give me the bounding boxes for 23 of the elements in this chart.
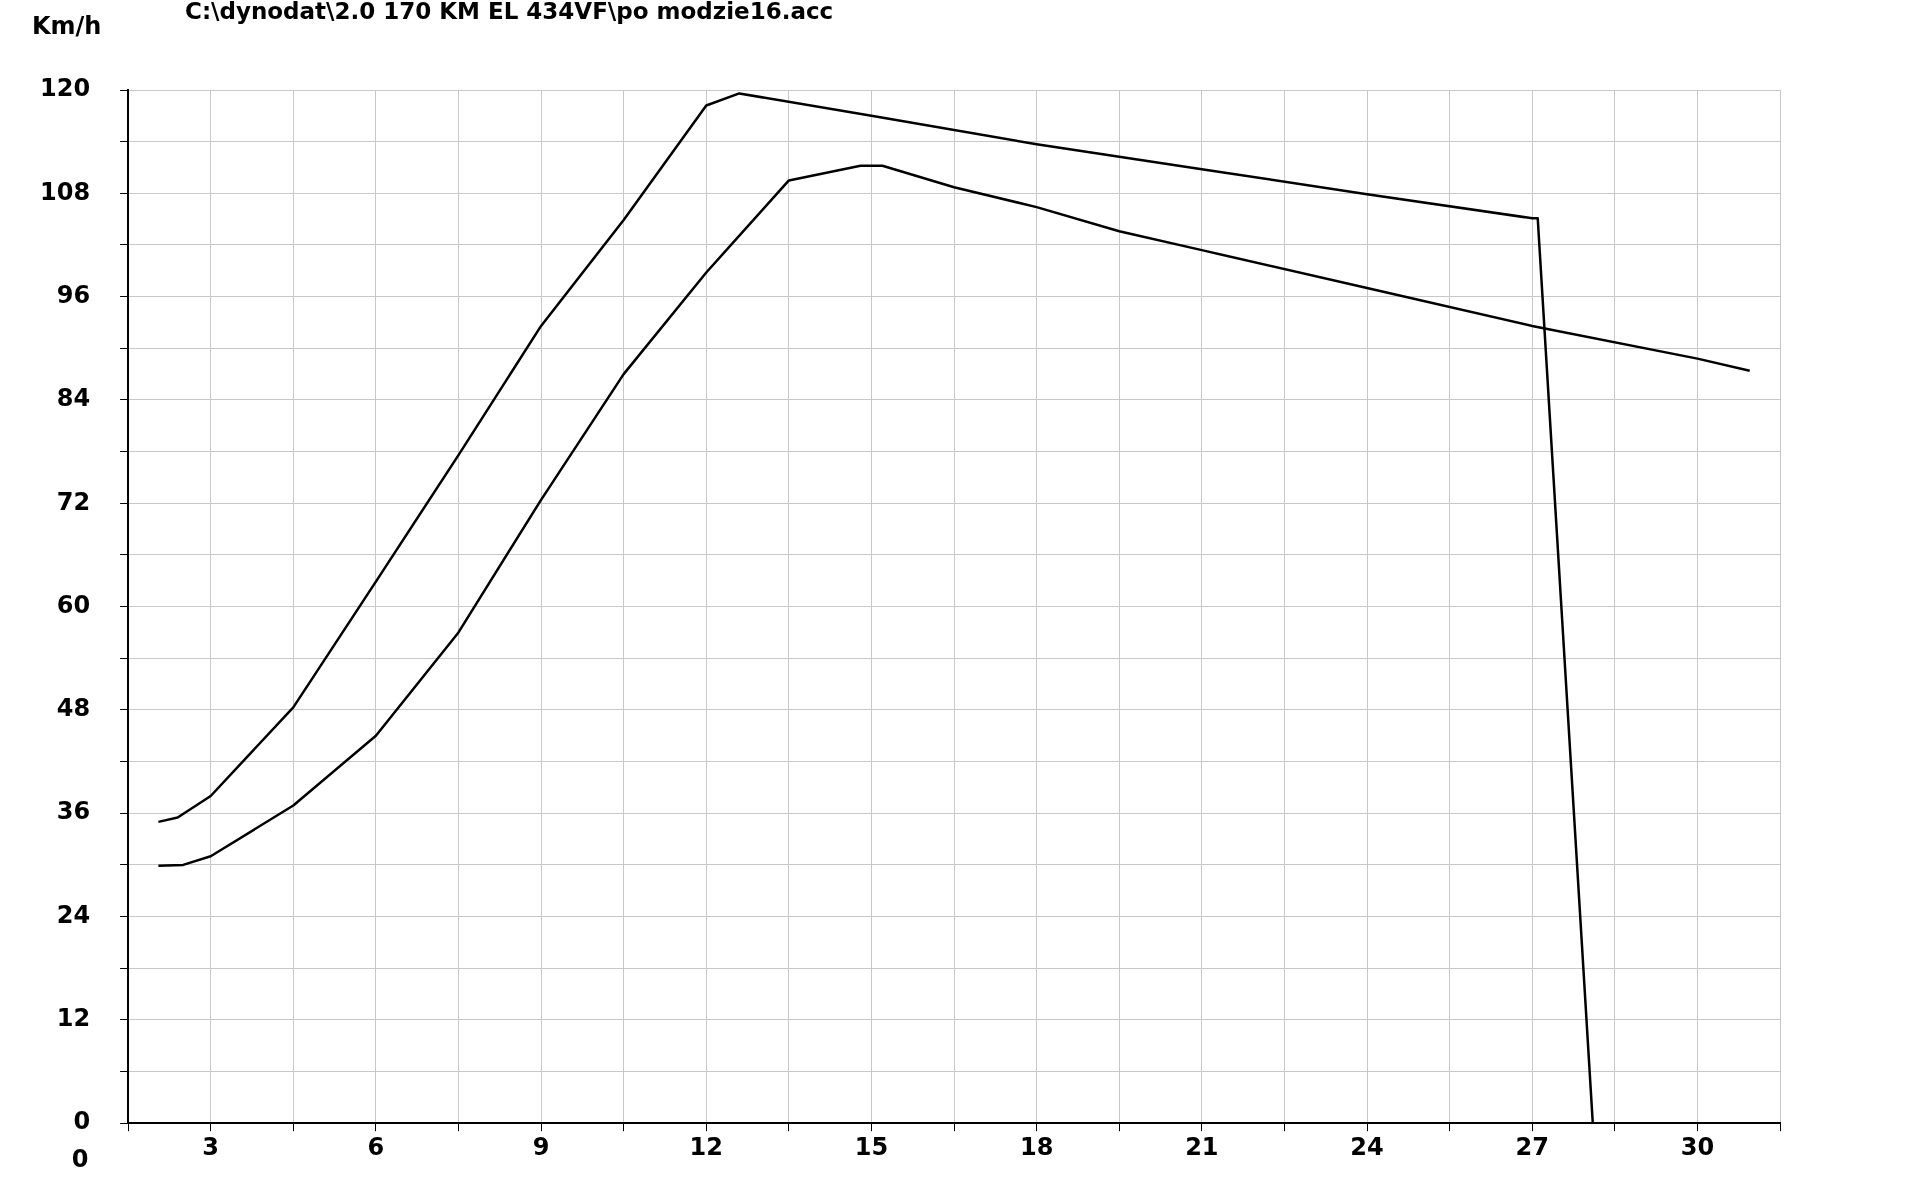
y-tick-label: 0 (73, 1107, 91, 1136)
y-tick-label: 108 (39, 177, 91, 206)
x-tick-label: 15 (854, 1132, 889, 1161)
x-tick-label: 27 (1515, 1132, 1549, 1161)
x-tick-label: 21 (1185, 1132, 1219, 1161)
x-tick-label: 18 (1019, 1132, 1054, 1161)
y-tick-label: 12 (56, 1004, 91, 1033)
y-tick-label: 36 (56, 797, 91, 826)
y-tick-label: 96 (56, 280, 91, 309)
y-tick-label: 60 (56, 590, 91, 619)
y-tick-label: 120 (39, 74, 91, 103)
y-axis-title: Km/h (32, 12, 102, 41)
x-tick-label: 24 (1350, 1132, 1384, 1161)
chart-title: C:\dynodat\2.0 170 KM EL 434VF\po modzie16.acc (185, 0, 834, 25)
x-tick-label: 30 (1680, 1132, 1715, 1161)
y-tick-label: 84 (56, 384, 91, 413)
x-tick-label: 3 (202, 1132, 220, 1161)
x-tick-label: 12 (689, 1132, 723, 1161)
x-tick-label: 9 (532, 1132, 550, 1161)
y-tick-label: 48 (56, 694, 91, 723)
x-tick-label: 6 (367, 1132, 385, 1161)
y-tick-label: 72 (56, 487, 91, 516)
y-tick-label: 24 (56, 900, 91, 929)
